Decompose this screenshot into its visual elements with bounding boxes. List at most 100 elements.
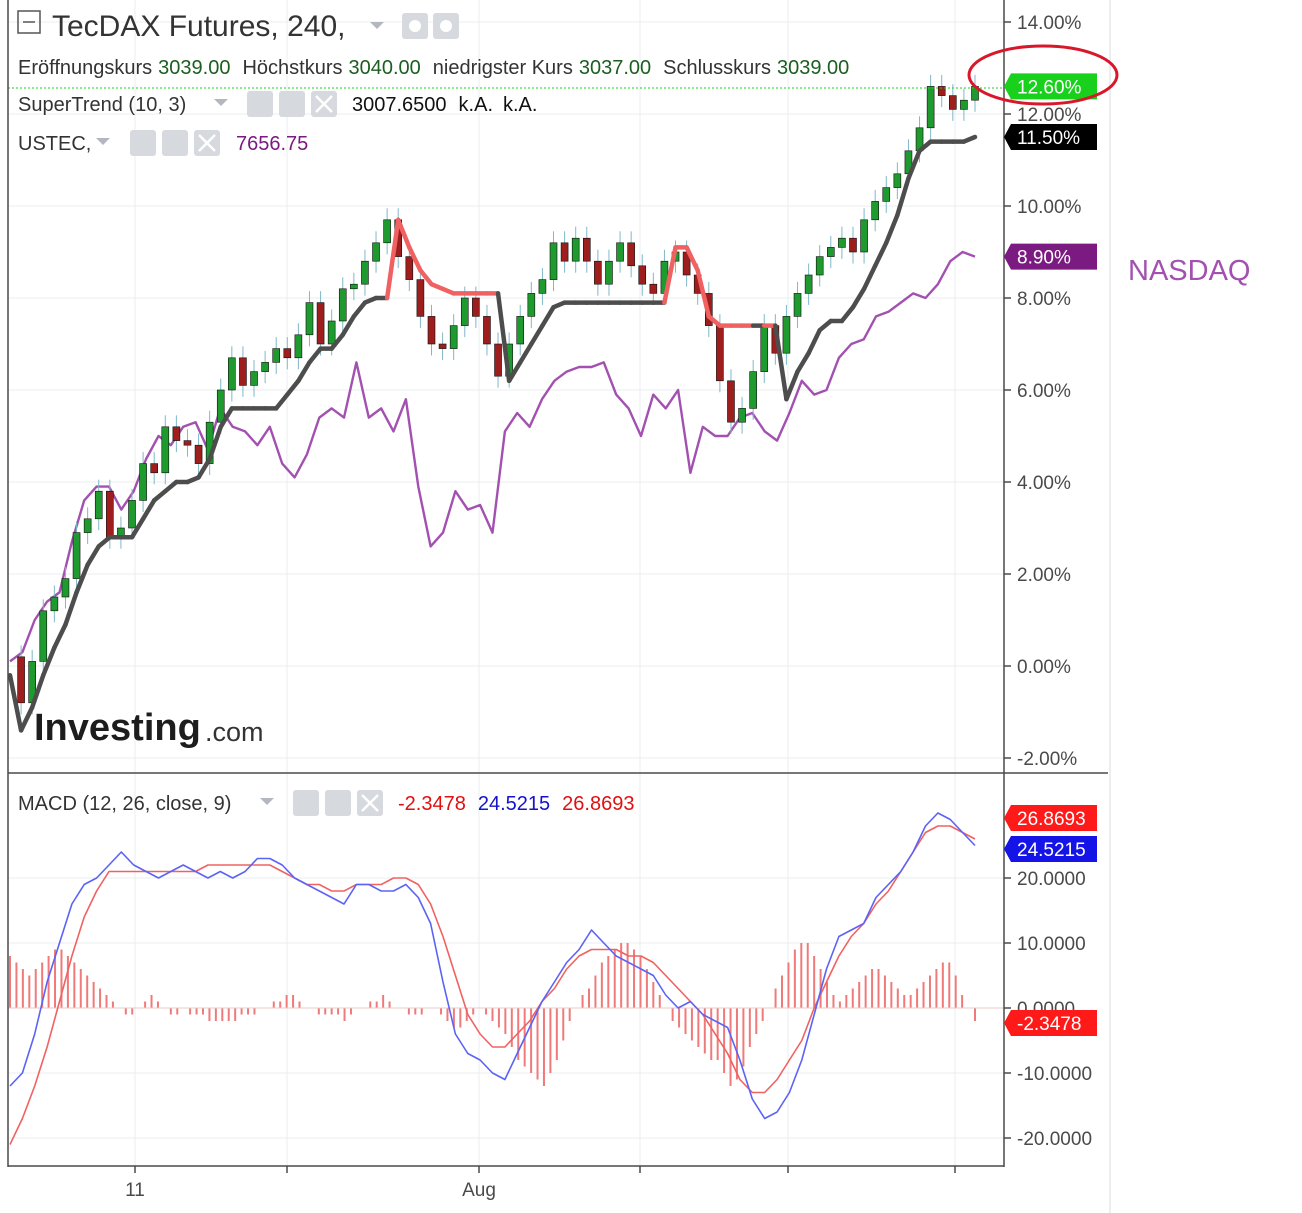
macd-label: MACD (12, 26, close, 9) [18,793,231,815]
supertrend-segment [74,562,90,595]
macd-histogram [8,943,1004,1086]
supertrend-segment [895,176,911,218]
macd-controls[interactable] [293,790,383,816]
supertrend-segment [407,245,423,273]
candle-body [183,440,192,446]
candle-body [594,260,602,285]
supertrend-v2: k.A. [459,94,493,116]
supertrend-segment [495,291,512,384]
nasdaq-annotation: NASDAQ [1128,255,1250,287]
supertrend-chevron-icon[interactable] [214,99,228,106]
macd-badge-bg [1004,836,1097,862]
candle-body [161,426,170,474]
candle-body [804,274,813,294]
supertrend-segment [151,488,168,503]
x-ticks: 11 Aug [125,1166,956,1201]
ohlc-close-value: 3039.00 [777,57,849,79]
y-tick-label: -10.0000 [1017,1064,1092,1085]
candle-body [937,86,946,96]
supertrend-controls[interactable] [247,91,337,117]
supertrend-segment [695,268,712,319]
candle-body [361,260,369,285]
ustec-badge: 8.90% [1017,248,1071,269]
candle-body [483,316,491,345]
candle-body [605,260,613,285]
ustec-eye-icon [130,130,156,156]
supertrend-segment [196,456,212,480]
supertrend-segment [906,148,922,181]
y-tick-label: 10.0000 [1017,934,1086,955]
y-tick-label: 12.00% [1017,105,1082,126]
supertrend-v3: k.A. [503,94,537,116]
macd-line [9,812,976,1120]
candle-body [194,444,203,464]
ustec-controls[interactable] [130,130,220,156]
candle-body [882,187,891,202]
supertrend-segment [817,318,834,333]
signal-badge-bg [1004,805,1097,831]
ustec-line [9,250,976,663]
y-tick-label: 10.00% [1017,197,1082,218]
chart-title: TecDAX Futures, 240, [52,10,345,43]
y-tick-label: 4.00% [1017,473,1071,494]
macd-chevron-icon[interactable] [260,798,274,805]
supertrend-segment [861,263,878,292]
macd-hist-value: -2.3478 [398,793,466,815]
candle-body [582,237,591,262]
candle-body [50,596,59,612]
candle-body [172,426,181,441]
hist-badge: -2.3478 [1017,1014,1081,1035]
candle-body [527,293,536,317]
supertrend-segment [395,217,412,250]
supertrend-segment [96,534,113,549]
candle-body [860,219,868,253]
candle-body [494,343,502,377]
candle-body [228,357,236,391]
x-tick-label: Aug [462,1180,496,1201]
candle-body [61,578,70,598]
candle-body [327,320,336,345]
supertrend-gear-icon [279,91,305,117]
candle-body [538,279,547,294]
price-badge-bg [1004,73,1097,100]
candle-body [749,371,757,409]
candle-body [449,325,458,349]
supertrend-segment [884,212,900,246]
candle-body [649,283,658,294]
candle-body [283,348,292,359]
supertrend-segment [7,672,24,733]
supertrend-badge-bg [1004,124,1097,150]
candle-body [627,242,635,267]
main-y-ticks: 14.00% 12.00% 10.00% 8.00% 6.00% 4.00% 2.00% 0.… [1004,13,1082,770]
candle-body [17,656,25,704]
chevron-down-icon[interactable] [370,22,384,29]
macd-badge: 24.5215 [1017,840,1086,861]
supertrend-segment [662,245,678,305]
ustec-value: 7656.75 [236,133,308,155]
candle-body [738,408,746,423]
macd-macd-value: 24.5215 [478,793,550,815]
candle-body [305,302,314,336]
supertrend-segment [517,341,534,365]
highlight-circle [967,44,1119,106]
watermark-suffix: .com [205,717,264,747]
supertrend-label: SuperTrend (10, 3) [18,94,186,116]
supertrend-segment [340,314,357,338]
legend: TecDAX Futures, 240, Eröffnungskurs 3039.… [17,10,849,816]
supertrend-segment [85,544,101,568]
supertrend-segment [63,590,79,627]
y-tick-label: 20.0000 [1017,869,1086,890]
collapse-icon[interactable] [17,10,41,34]
y-tick-label: 8.00% [1017,289,1071,310]
supertrend-segment [961,134,978,144]
supertrend-segment [684,245,700,273]
candle-body [272,348,281,363]
title-controls[interactable] [402,13,459,39]
ustec-chevron-icon[interactable] [96,138,110,145]
macd-lines [9,812,976,1145]
candle-body [405,256,414,280]
ohlc-low-label: niedrigster Kurs [433,57,573,79]
macd-eye-icon [293,790,319,816]
